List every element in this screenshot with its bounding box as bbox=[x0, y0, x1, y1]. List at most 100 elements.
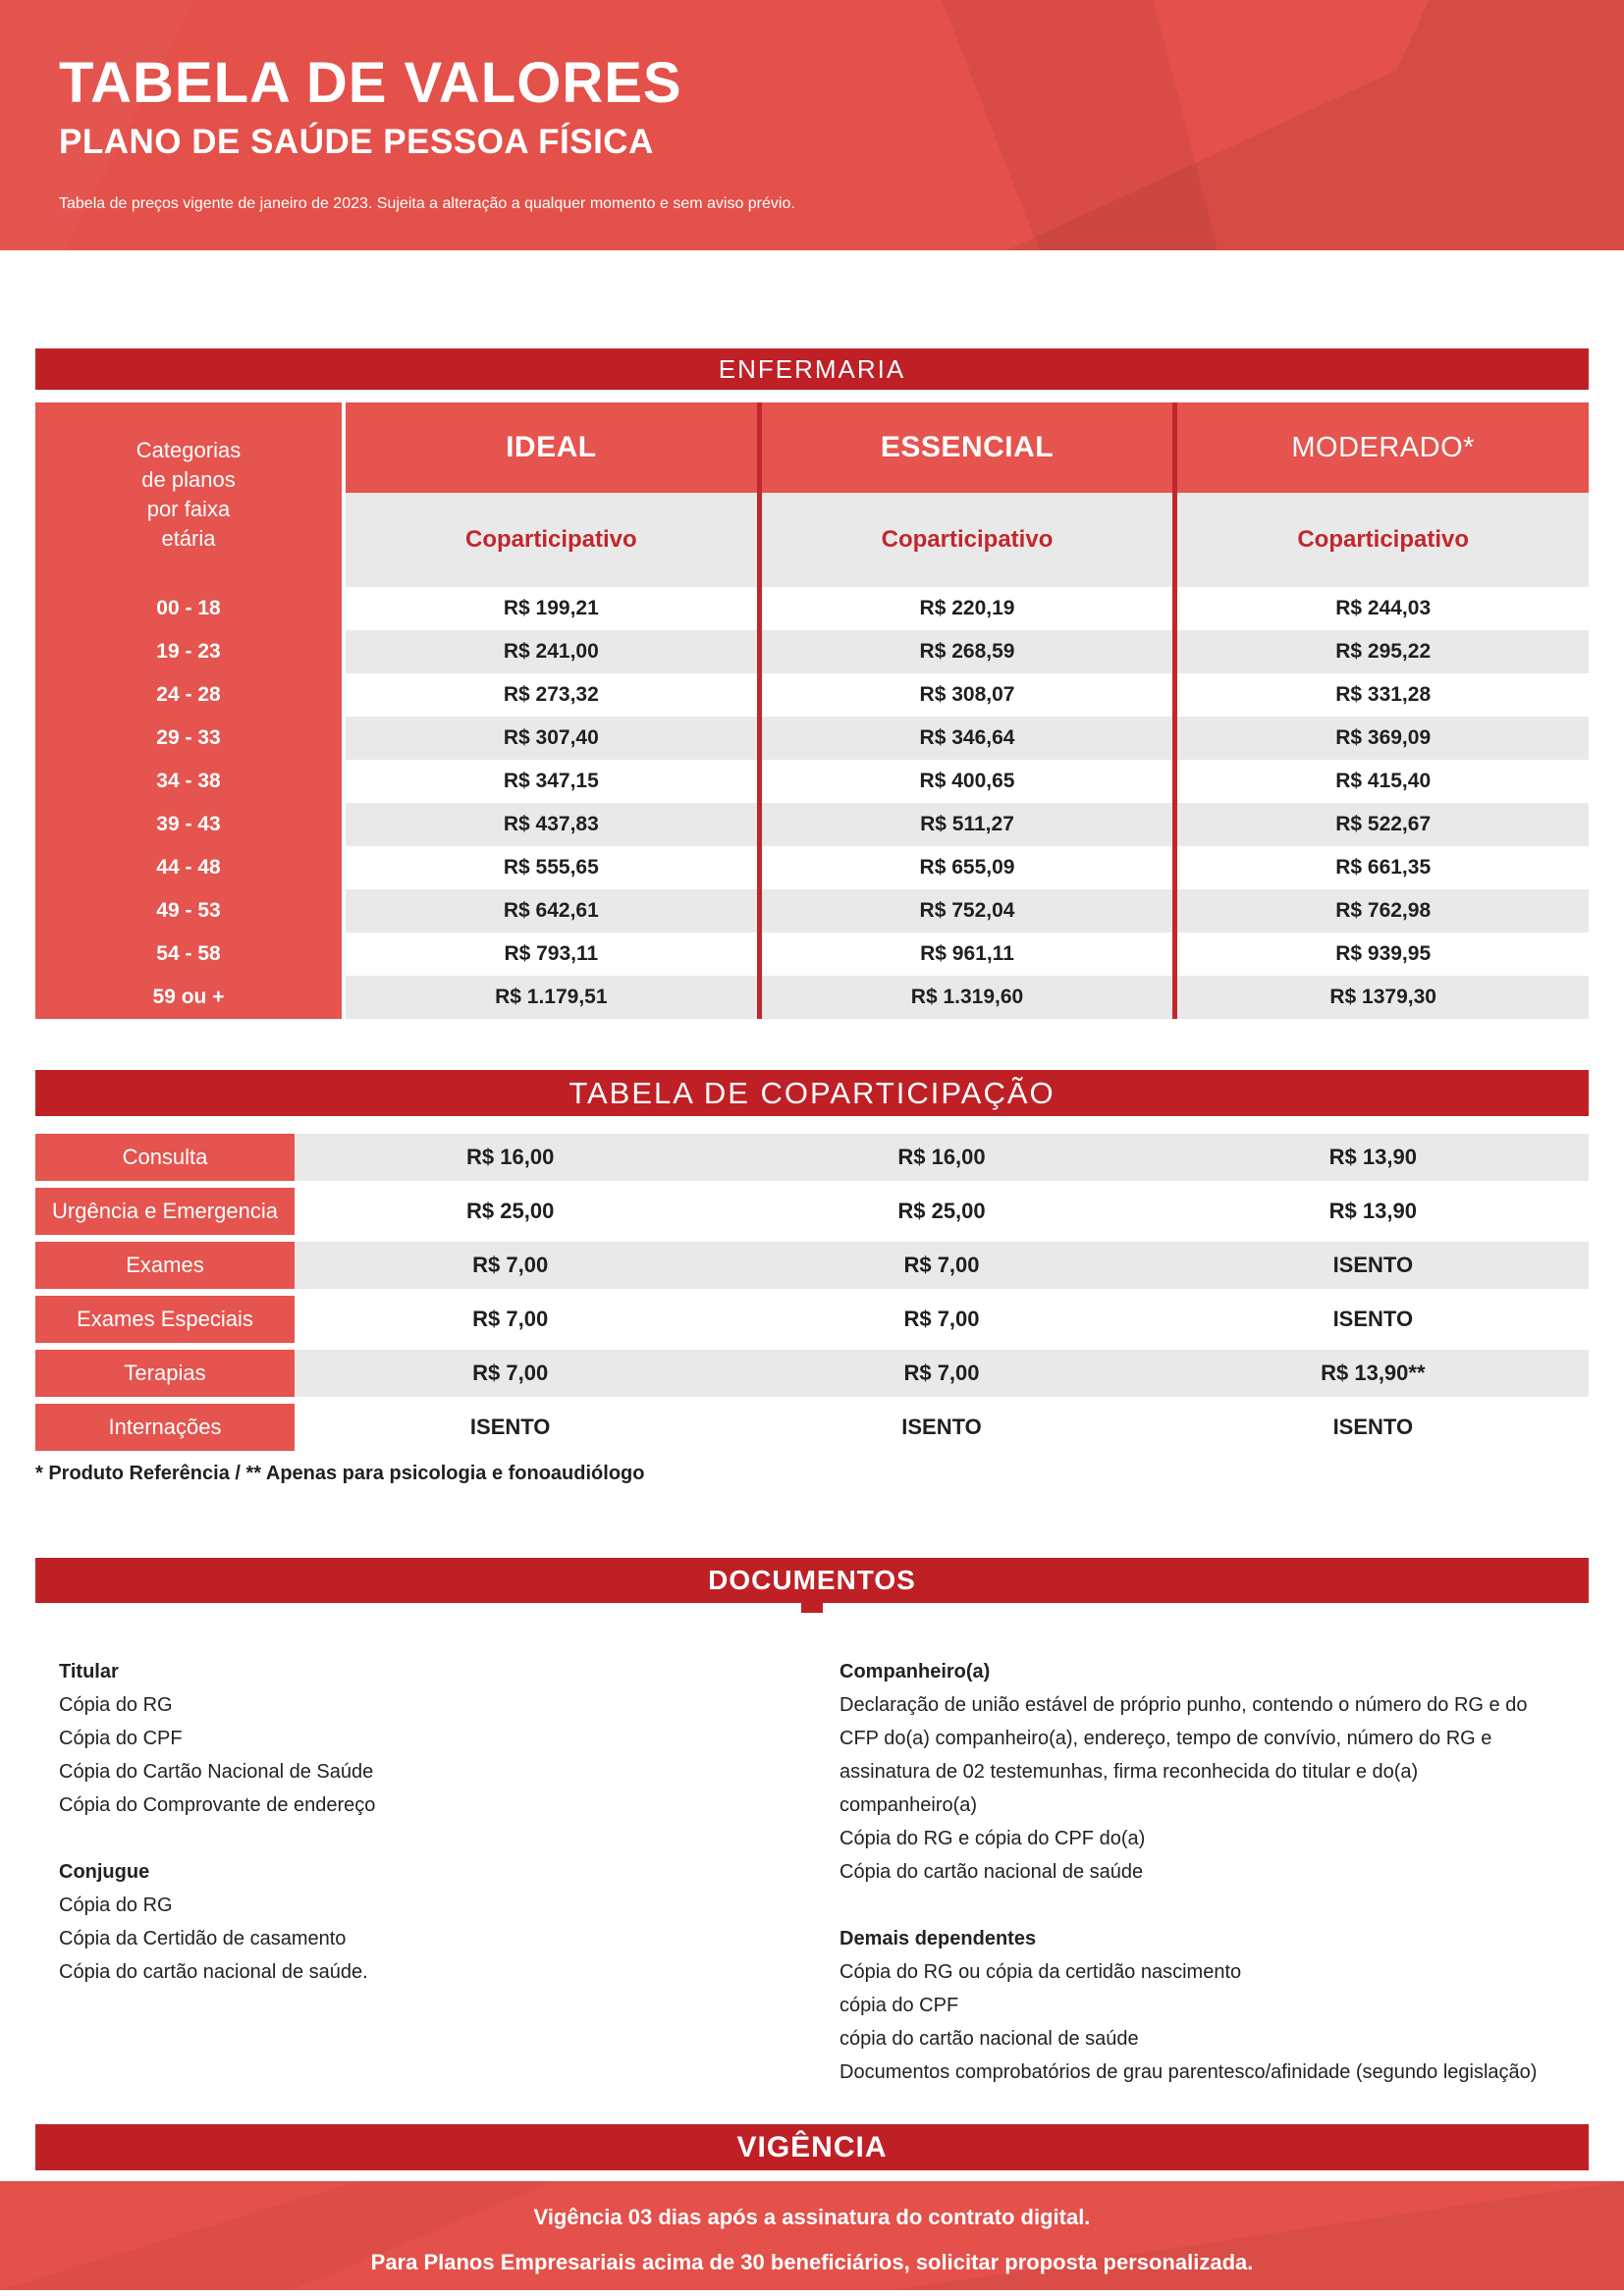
service-values: R$ 7,00 R$ 7,00 ISENTO bbox=[295, 1242, 1589, 1289]
price-cell: R$ 346,64 bbox=[756, 717, 1173, 760]
price-row: R$ 555,65 R$ 655,09 R$ 661,35 bbox=[346, 846, 1589, 889]
coparticipacao-row: Urgência e Emergencia R$ 25,00 R$ 25,00 … bbox=[35, 1188, 1589, 1235]
doc-heading-titular: Titular bbox=[59, 1661, 119, 1682]
price-cell: R$ 655,09 bbox=[756, 846, 1173, 889]
page-title: TABELA DE VALORES bbox=[59, 51, 682, 115]
price-cell: R$ 244,03 bbox=[1172, 587, 1589, 630]
banner-content: TABELA DE VALORES PLANO DE SAÚDE PESSOA … bbox=[0, 0, 1624, 213]
footer-content: Vigência 03 dias após a assinatura do co… bbox=[0, 2181, 1624, 2275]
doc-line: CFP do(a) companheiro(a), endereço, temp… bbox=[839, 1728, 1492, 1749]
doc-line: Cópia do RG bbox=[59, 1694, 173, 1716]
copart-value: ISENTO bbox=[901, 1415, 982, 1439]
doc-line: companheiro(a) bbox=[839, 1794, 978, 1816]
price-cell: R$ 762,98 bbox=[1172, 889, 1589, 933]
copart-value: ISENTO bbox=[1332, 1415, 1414, 1439]
service-values: R$ 25,00 R$ 25,00 R$ 13,90 bbox=[295, 1188, 1589, 1235]
section-title-documentos: DOCUMENTOS bbox=[708, 1565, 916, 1595]
doc-line: assinatura de 02 testemunhas, firma reco… bbox=[839, 1761, 1419, 1783]
price-cell: R$ 555,65 bbox=[346, 846, 757, 889]
price-value: R$ 244,03 bbox=[1335, 597, 1432, 619]
price-cell: R$ 642,61 bbox=[346, 889, 757, 933]
section-bar-coparticipacao: TABELA DE COPARTICIPAÇÃO bbox=[35, 1070, 1589, 1116]
coparticipacao-footnote: * Produto Referência / ** Apenas para ps… bbox=[35, 1463, 645, 1484]
validity-note: Tabela de preços vigente de janeiro de 2… bbox=[59, 195, 795, 213]
age-band-label: 44 - 48 bbox=[156, 856, 221, 879]
price-row: R$ 273,32 R$ 308,07 R$ 331,28 bbox=[346, 673, 1589, 717]
price-row: R$ 199,21 R$ 220,19 R$ 244,03 bbox=[346, 587, 1589, 630]
copart-value: R$ 7,00 bbox=[903, 1253, 980, 1277]
service-label: Internações bbox=[35, 1404, 295, 1451]
price-cell: R$ 415,40 bbox=[1172, 760, 1589, 803]
plan-name: MODERADO* bbox=[1291, 431, 1475, 463]
doc-heading-conjugue: Conjugue bbox=[59, 1861, 150, 1883]
price-value: R$ 555,65 bbox=[503, 856, 599, 879]
service-label: Exames bbox=[35, 1242, 295, 1289]
price-cell: R$ 961,11 bbox=[756, 933, 1173, 976]
price-value: R$ 241,00 bbox=[503, 640, 599, 663]
doc-spacer bbox=[59, 1822, 785, 1855]
price-cell: R$ 752,04 bbox=[756, 889, 1173, 933]
service-label: Exames Especiais bbox=[35, 1296, 295, 1343]
copart-subheader: Coparticipativo bbox=[756, 493, 1173, 587]
coparticipacao-row: Exames R$ 7,00 R$ 7,00 ISENTO bbox=[35, 1242, 1589, 1289]
category-header-line: de planos bbox=[141, 467, 236, 492]
doc-heading-dependentes: Demais dependentes bbox=[839, 1928, 1037, 1949]
copart-value: R$ 7,00 bbox=[903, 1307, 980, 1331]
service-values: R$ 16,00 R$ 16,00 R$ 13,90 bbox=[295, 1134, 1589, 1181]
price-cell: R$ 511,27 bbox=[756, 803, 1173, 846]
copart-value: R$ 25,00 bbox=[466, 1199, 555, 1223]
age-band-label: 49 - 53 bbox=[156, 899, 221, 922]
coparticipacao-row: Consulta R$ 16,00 R$ 16,00 R$ 13,90 bbox=[35, 1134, 1589, 1181]
price-cell: R$ 331,28 bbox=[1172, 673, 1589, 717]
price-cell: R$ 1.319,60 bbox=[756, 976, 1173, 1019]
price-value: R$ 1.319,60 bbox=[910, 986, 1024, 1008]
age-band-label: 39 - 43 bbox=[156, 813, 221, 835]
price-table: Categorias de planos por faixa etária 00… bbox=[35, 402, 1589, 1019]
doc-line: Cópia do CPF bbox=[59, 1728, 183, 1749]
documentos-content: Titular Cópia do RG Cópia do CPF Cópia d… bbox=[59, 1655, 1565, 2089]
copart-value: ISENTO bbox=[1332, 1253, 1414, 1277]
section-bar-enfermaria: ENFERMARIA bbox=[35, 348, 1589, 390]
price-value: R$ 400,65 bbox=[919, 770, 1015, 792]
price-row: R$ 437,83 R$ 511,27 R$ 522,67 bbox=[346, 803, 1589, 846]
price-row: R$ 642,61 R$ 752,04 R$ 762,98 bbox=[346, 889, 1589, 933]
price-value: R$ 199,21 bbox=[503, 597, 599, 619]
section-title-enfermaria: ENFERMARIA bbox=[718, 353, 906, 384]
footer-line-empresariais: Para Planos Empresariais acima de 30 ben… bbox=[370, 2250, 1254, 2274]
price-value: R$ 268,59 bbox=[919, 640, 1015, 663]
doc-line: Cópia do cartão nacional de saúde bbox=[839, 1861, 1144, 1883]
price-cell: R$ 220,19 bbox=[756, 587, 1173, 630]
price-cell: R$ 1.179,51 bbox=[346, 976, 757, 1019]
footer-line-vigencia: Vigência 03 dias após a assinatura do co… bbox=[533, 2205, 1091, 2229]
age-band-label: 29 - 33 bbox=[156, 726, 221, 749]
doc-line: Cópia da Certidão de casamento bbox=[59, 1928, 347, 1949]
doc-line: Declaração de união estável de próprio p… bbox=[839, 1694, 1528, 1716]
price-cell: R$ 308,07 bbox=[756, 673, 1173, 717]
price-value: R$ 347,15 bbox=[503, 770, 599, 792]
price-value: R$ 415,40 bbox=[1335, 770, 1432, 792]
price-cell: R$ 295,22 bbox=[1172, 630, 1589, 673]
price-value: R$ 220,19 bbox=[919, 597, 1015, 619]
category-header-line: por faixa bbox=[146, 497, 231, 521]
category-header-line: etária bbox=[161, 526, 216, 551]
price-value: R$ 752,04 bbox=[919, 899, 1015, 922]
service-label: Urgência e Emergencia bbox=[35, 1188, 295, 1235]
service-label: Consulta bbox=[35, 1134, 295, 1181]
age-band-label: 00 - 18 bbox=[156, 597, 221, 619]
price-cell: R$ 1379,30 bbox=[1172, 976, 1589, 1019]
price-cell: R$ 199,21 bbox=[346, 587, 757, 630]
price-value: R$ 939,95 bbox=[1335, 942, 1432, 965]
price-value: R$ 762,98 bbox=[1335, 899, 1432, 922]
price-row: R$ 241,00 R$ 268,59 R$ 295,22 bbox=[346, 630, 1589, 673]
category-header-line: Categorias bbox=[135, 438, 242, 462]
section-title-vigencia: VIGÊNCIA bbox=[736, 2130, 888, 2163]
plan-name: ESSENCIAL bbox=[880, 431, 1055, 463]
category-column: Categorias de planos por faixa etária 00… bbox=[35, 402, 342, 1019]
price-value: R$ 642,61 bbox=[503, 899, 599, 922]
price-value: R$ 661,35 bbox=[1335, 856, 1432, 879]
age-band-label: 19 - 23 bbox=[156, 640, 221, 663]
price-value: R$ 346,64 bbox=[919, 726, 1015, 749]
copart-value: R$ 7,00 bbox=[903, 1361, 980, 1385]
copart-subheader-label: Coparticipativo bbox=[881, 526, 1054, 553]
